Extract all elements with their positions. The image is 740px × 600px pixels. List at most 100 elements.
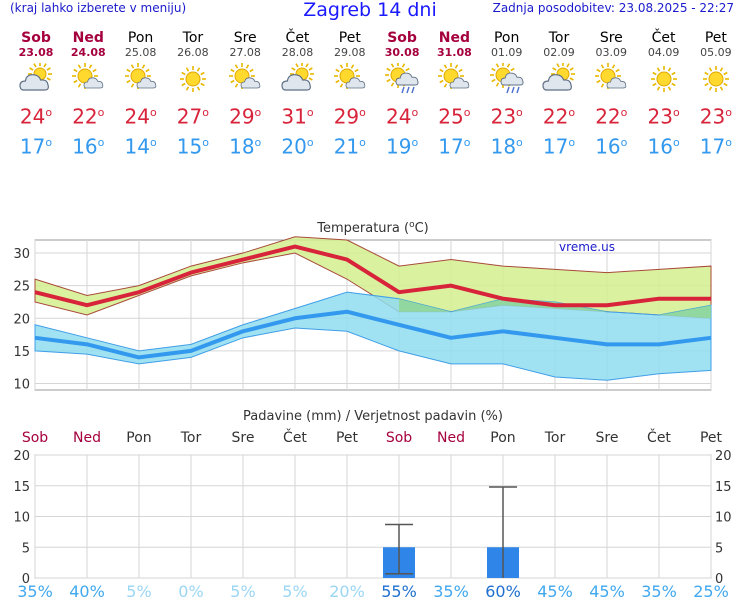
y-tick-label: 25 <box>13 280 30 295</box>
degree-symbol: o <box>463 135 471 149</box>
day-name: Čet <box>651 30 676 46</box>
day-name: Pon <box>493 30 520 46</box>
y-tick-label: 20 <box>13 449 30 464</box>
temp-max: 31o <box>281 104 314 129</box>
day-column: Tor 02.09 22o 17o <box>533 30 585 159</box>
location-hint[interactable]: (kraj lahko izberete v meniju) <box>10 1 187 15</box>
degree-symbol: o <box>306 106 314 119</box>
temp-max: 25o <box>438 104 471 129</box>
temp-max: 29o <box>229 104 262 129</box>
degree-symbol: o <box>672 135 680 149</box>
degree-symbol: o <box>359 106 366 119</box>
x-tick-label: Ned <box>437 430 465 446</box>
precip-probability: 35% <box>641 582 677 600</box>
y-tick-label: 0 <box>22 572 30 587</box>
page-title: Zagreb 14 dni <box>303 0 437 21</box>
x-tick-label: Tor <box>544 430 566 446</box>
day-name: Pet <box>704 30 727 46</box>
x-tick-label: Sre <box>232 430 255 446</box>
day-name: Sob <box>387 30 417 46</box>
cloud-sun-icon <box>533 62 585 96</box>
y-tick-label-right: 0 <box>715 572 723 587</box>
y-tick-label-right: 10 <box>715 511 732 526</box>
degree-symbol: o <box>149 106 157 119</box>
day-name: Sob <box>21 30 51 46</box>
temp-max: 24o <box>386 104 419 129</box>
x-tick-label: Tor <box>180 430 202 446</box>
temp-min: 18o <box>229 134 262 159</box>
y-tick-label: 15 <box>13 345 30 360</box>
day-date: 24.08 <box>70 46 106 59</box>
degree-symbol: o <box>568 106 576 119</box>
min-temp-line <box>34 309 712 360</box>
degree-symbol: o <box>306 135 314 149</box>
day-date: 04.09 <box>647 46 680 59</box>
y-tick-label: 10 <box>13 377 30 392</box>
x-tick-label: Čet <box>647 428 671 446</box>
day-date: 31.08 <box>436 46 472 59</box>
day-date: 05.09 <box>700 46 732 59</box>
temp-min: 17o <box>19 134 53 159</box>
precip-probability: 5% <box>230 582 255 600</box>
cloud-sun-icon <box>272 62 324 96</box>
day-name: Pet <box>338 30 361 46</box>
temp-max: 22o <box>72 104 105 129</box>
temp-min: 19o <box>386 134 419 159</box>
day-column: Čet 04.09 23o 16o <box>638 30 690 159</box>
temp-max: 23o <box>647 104 680 129</box>
degree-symbol: o <box>725 135 732 149</box>
temp-min: 15o <box>176 134 209 159</box>
x-tick-label: Pet <box>700 430 723 446</box>
min-temp-band <box>34 291 712 381</box>
day-column: Pet 05.09 23o 17o <box>690 30 740 159</box>
day-date: 29.08 <box>334 46 366 59</box>
sun-cloud-icon <box>428 62 480 96</box>
y-tick-label: 20 <box>13 312 30 327</box>
precip-probability: 35% <box>433 582 469 600</box>
temp-min: 17o <box>438 134 471 159</box>
precip-probability: 5% <box>126 582 151 600</box>
degree-symbol: o <box>463 106 471 119</box>
precip-probability: 45% <box>589 582 625 600</box>
temp-max: 23o <box>699 104 732 129</box>
precip-probability: 25% <box>693 582 729 600</box>
day-name: Tor <box>548 30 570 46</box>
temp-min: 16o <box>647 134 680 159</box>
degree-symbol: o <box>97 135 105 149</box>
day-date: 03.09 <box>595 46 628 59</box>
sun-cloud-icon <box>324 62 376 96</box>
precip-probability: 55% <box>381 582 417 600</box>
max-temp-line <box>34 244 711 308</box>
temp-min: 14o <box>124 134 157 159</box>
day-column: Ned 24.08 22o 16o <box>62 30 114 159</box>
temp-max: 29o <box>333 104 366 129</box>
last-updated: Zadnja posodobitev: 23.08.2025 - 22:27 <box>492 1 734 15</box>
degree-symbol: o <box>516 106 523 119</box>
day-column: Pon 01.09 23o 18o <box>481 30 533 159</box>
day-date: 25.08 <box>124 46 157 59</box>
degree-symbol: o <box>45 135 53 149</box>
temp-min: 16o <box>72 134 105 159</box>
x-tick-label: Sob <box>386 430 412 446</box>
day-column: Čet 28.08 31o 20o <box>272 30 324 159</box>
sun-cloud-icon <box>62 62 114 96</box>
y-tick-label-right: 20 <box>715 449 732 464</box>
precip-probability: 60% <box>485 582 521 600</box>
sun-icon <box>167 62 219 96</box>
day-date: 23.08 <box>18 46 54 59</box>
temp-max: 22o <box>542 104 576 129</box>
x-tick-label: Pon <box>490 430 515 446</box>
day-date: 28.08 <box>281 46 314 59</box>
x-tick-label: Sob <box>22 430 48 446</box>
x-tick-label: Pon <box>126 430 151 446</box>
x-tick-label: Ned <box>73 430 101 446</box>
degree-symbol: o <box>620 135 628 149</box>
day-name: Tor <box>182 30 204 46</box>
y-tick-label: 10 <box>13 511 30 526</box>
cloud-sun-icon <box>10 62 62 96</box>
sun-icon <box>638 62 690 96</box>
chart-title: Temperatura (oC) <box>316 220 428 236</box>
degree-symbol: o <box>202 135 209 149</box>
precip-probability: 45% <box>537 582 573 600</box>
